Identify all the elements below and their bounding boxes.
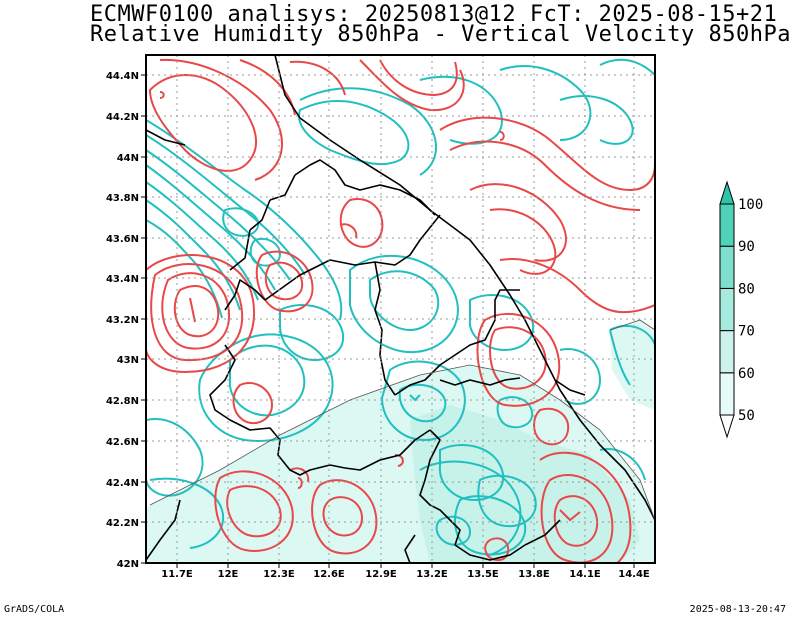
- plot-frame: [145, 54, 656, 564]
- footer-right: 2025-08-13-20:47: [689, 604, 786, 615]
- axis-ticks: [141, 74, 635, 568]
- longitude-label: 11.7E: [161, 569, 193, 580]
- latitude-label: 43.4N: [106, 274, 139, 285]
- colorbar-label: 60: [738, 366, 755, 382]
- longitude-label: 12E: [218, 569, 239, 580]
- colorbar-label: 70: [738, 324, 755, 340]
- latitude-label: 43.6N: [106, 234, 139, 245]
- latitude-label: 44.2N: [106, 112, 139, 123]
- colorbar-label: 100: [738, 197, 763, 213]
- humidity-shading-east: [610, 320, 655, 410]
- latitude-label: 42.8N: [106, 396, 139, 407]
- vertical-velocity-contours: [146, 58, 655, 563]
- longitude-label: 13.2E: [416, 569, 448, 580]
- latitude-label: 43.8N: [106, 193, 139, 204]
- latitude-label: 43.2N: [106, 315, 139, 326]
- latitude-labels: 44.4N 44.2N 44N 43.8N 43.6N 43.4N 43.2N 43N 42.8…: [106, 71, 139, 570]
- longitude-labels: 11.7E 12E 12.3E 12.6E 12.9E 13.2E 13.5E 13.8E 14…: [161, 569, 650, 580]
- colorbar-swatch: [719, 287, 735, 332]
- graticule: [146, 55, 655, 563]
- latitude-label: 44.4N: [106, 71, 139, 82]
- colorbar-swatch: [719, 245, 735, 289]
- latitude-label: 42.6N: [106, 437, 139, 448]
- colorbar-swatch: [719, 330, 735, 374]
- longitude-label: 12.3E: [263, 569, 295, 580]
- latitude-label: 44N: [117, 153, 139, 164]
- chart-title-line2: Relative Humidity 850hPa - Vertical Velo…: [90, 22, 792, 47]
- colorbar: 50 60 70 80 90 100: [719, 180, 763, 439]
- shading-outline: [149, 319, 655, 521]
- colorbar-label: 90: [738, 239, 755, 255]
- latitude-label: 43N: [117, 355, 139, 366]
- footer-left: GrADS/COLA: [4, 604, 65, 615]
- colorbar-swatch: [719, 372, 735, 416]
- longitude-label: 12.6E: [313, 569, 345, 580]
- colorbar-upper-arrow: [719, 180, 735, 205]
- chart-title-line1: ECMWF0100 analisys: 20250813@12 FcT: 202…: [90, 2, 778, 27]
- latitude-label: 42N: [117, 559, 139, 570]
- coastline-and-boundaries: [146, 55, 655, 563]
- longitude-label: 13.5E: [467, 569, 499, 580]
- colorbar-label: 50: [738, 408, 755, 424]
- latitude-label: 42.4N: [106, 478, 139, 489]
- colorbar-swatch: [719, 203, 735, 247]
- latitude-label: 42.2N: [106, 518, 139, 529]
- longitude-label: 14.4E: [618, 569, 650, 580]
- longitude-label: 13.8E: [518, 569, 550, 580]
- colorbar-lower-arrow: [719, 414, 735, 439]
- longitude-label: 14.1E: [569, 569, 601, 580]
- colorbar-label: 80: [738, 281, 755, 297]
- longitude-label: 12.9E: [365, 569, 397, 580]
